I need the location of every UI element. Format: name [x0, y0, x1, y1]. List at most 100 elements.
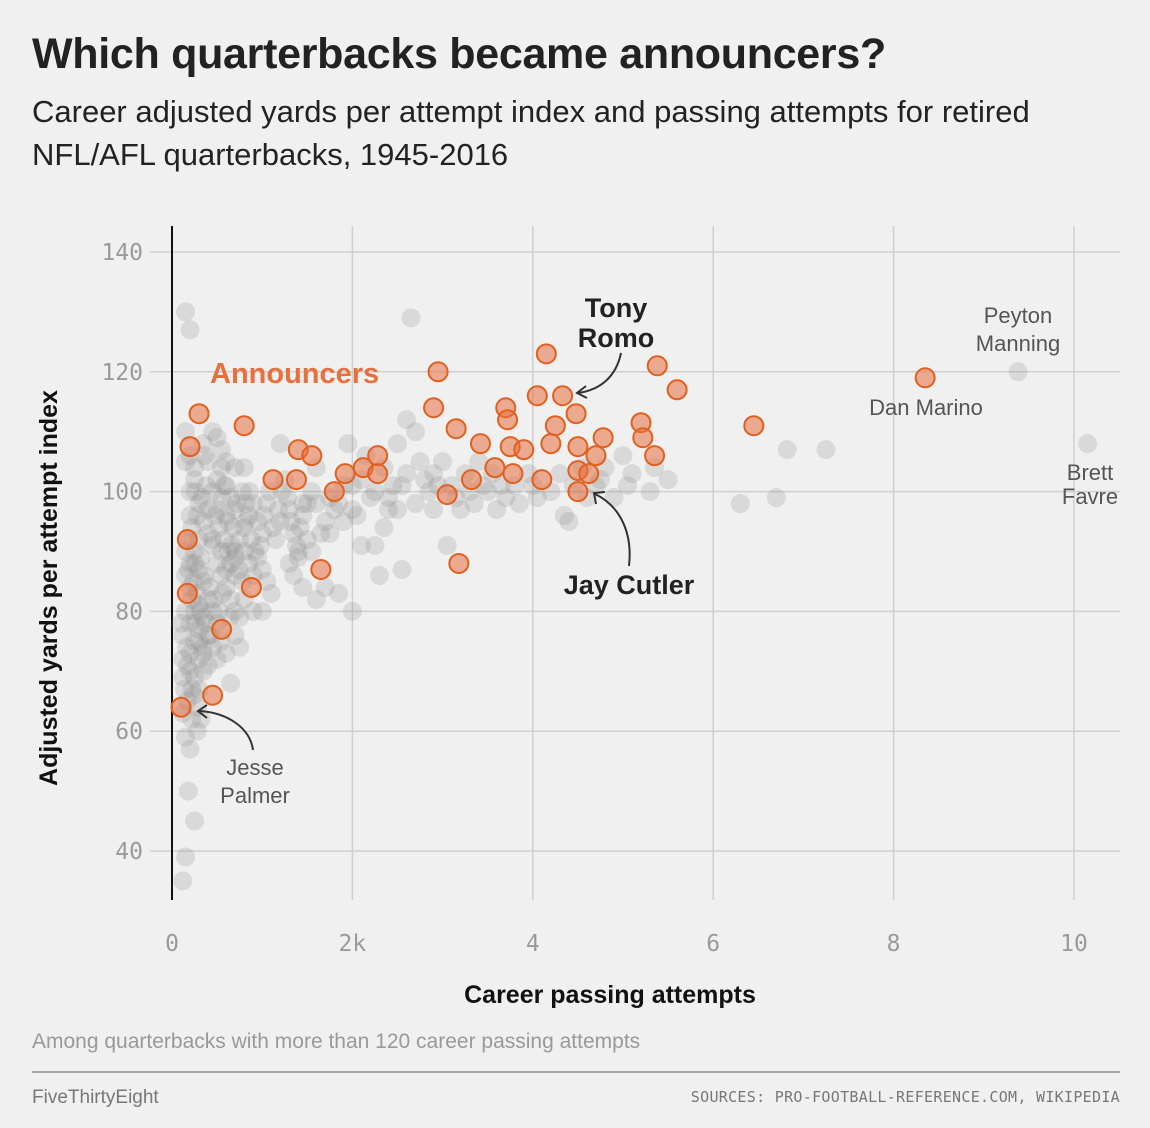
data-point-other [286, 536, 306, 556]
data-point-other [182, 679, 202, 699]
data-point-announcer [526, 385, 548, 407]
data-point-other [216, 643, 236, 663]
data-point-other [185, 631, 205, 651]
data-point-announcer [460, 469, 482, 491]
data-point-announcer [436, 484, 458, 506]
data-point-other [180, 739, 200, 759]
tony-romo-arrow [577, 352, 622, 394]
data-point-other [225, 565, 245, 585]
data-point-other [252, 559, 272, 579]
data-point-other [178, 559, 198, 579]
data-point-announcer [535, 343, 557, 365]
jay-cutler-label: Jay Cutler [564, 570, 695, 600]
data-point-announcer [914, 367, 936, 389]
data-point-other [194, 565, 214, 585]
jesse-palmer-label: Jesse Palmer [220, 755, 290, 808]
data-point-other [207, 470, 227, 490]
data-point-other [342, 500, 362, 520]
data-point-other [225, 542, 245, 561]
data-point-other [194, 446, 214, 466]
data-point-other [189, 649, 209, 669]
data-point-other [225, 458, 245, 478]
peyton-manning-label: Peyton Manning [976, 303, 1060, 356]
data-point-other [191, 547, 211, 567]
data-point-other [266, 530, 286, 550]
data-point-other [388, 500, 407, 520]
dan-marino-label: Dan Marino [869, 395, 983, 420]
data-point-other [284, 565, 304, 585]
data-point-announcer [301, 445, 323, 467]
data-point-other [415, 470, 435, 490]
data-point-other [216, 506, 236, 526]
data-point-announcer [666, 379, 688, 401]
data-point-other [176, 637, 196, 657]
data-point-other [192, 488, 212, 508]
data-point-other [342, 601, 362, 621]
brand-name: FiveThirtyEight [32, 1087, 159, 1108]
data-point-other [207, 428, 227, 448]
data-point-other [222, 536, 242, 556]
data-point-other [437, 536, 457, 556]
data-point-other [221, 553, 241, 573]
data-point-other [369, 565, 389, 585]
y-axis-title: Adjusted yards per attempt index [35, 390, 63, 786]
data-point-other [180, 613, 200, 633]
data-point-other [315, 512, 335, 532]
data-point-announcer [233, 415, 255, 437]
data-point-other [171, 613, 191, 633]
data-point-announcer [567, 481, 589, 503]
data-point-other [1078, 434, 1098, 454]
data-point-other [187, 506, 207, 526]
sources-credit: SOURCES: PRO-FOOTBALL-REFERENCE.COM, WIK… [690, 1088, 1120, 1106]
data-point-other [176, 565, 196, 585]
data-point-announcer [632, 427, 654, 449]
data-point-other [185, 482, 205, 502]
data-point-announcer [544, 415, 566, 437]
data-point-other [189, 494, 209, 514]
data-point-other [176, 847, 196, 867]
data-point-other [478, 482, 498, 502]
data-point-announcer [211, 618, 233, 640]
data-point-other [248, 512, 268, 532]
data-point-other [550, 464, 570, 484]
data-point-announcer [445, 418, 467, 440]
data-point-other [178, 781, 198, 801]
x-tick-label: 4 [526, 931, 540, 957]
data-point-other [1008, 362, 1028, 382]
data-point-other [230, 637, 250, 657]
data-point-other [464, 494, 484, 514]
data-point-other [302, 482, 322, 502]
data-point-other [397, 464, 417, 484]
y-tick-label: 120 [101, 360, 143, 386]
data-point-other [194, 661, 214, 681]
data-point-other [177, 655, 197, 675]
data-point-other [397, 410, 417, 430]
data-point-other [207, 500, 227, 520]
data-point-other [315, 577, 335, 597]
data-point-other [406, 494, 426, 514]
data-point-announcer [497, 409, 519, 431]
data-point-other [221, 488, 241, 508]
data-point-other [622, 464, 642, 484]
data-point-other [766, 488, 786, 508]
data-point-announcer [513, 439, 535, 461]
data-point-other [302, 542, 322, 561]
gridlines [150, 226, 1120, 900]
data-point-other [320, 524, 340, 544]
data-point-announcer [585, 445, 607, 467]
data-point-other [212, 542, 232, 561]
data-point-other [360, 488, 380, 508]
data-point-other [207, 553, 227, 573]
data-point-other [424, 500, 444, 520]
brett-favre-label: Brett Favre [1062, 460, 1118, 509]
data-point-other [240, 482, 260, 502]
data-point-announcer [170, 696, 192, 718]
data-point-other [185, 458, 205, 478]
data-point-other [424, 464, 444, 484]
data-point-other [212, 488, 232, 508]
y-tick-label: 100 [101, 480, 143, 506]
data-point-other [281, 512, 301, 532]
data-point-other [189, 559, 209, 579]
data-point-other [730, 494, 750, 514]
data-point-other [198, 524, 218, 544]
